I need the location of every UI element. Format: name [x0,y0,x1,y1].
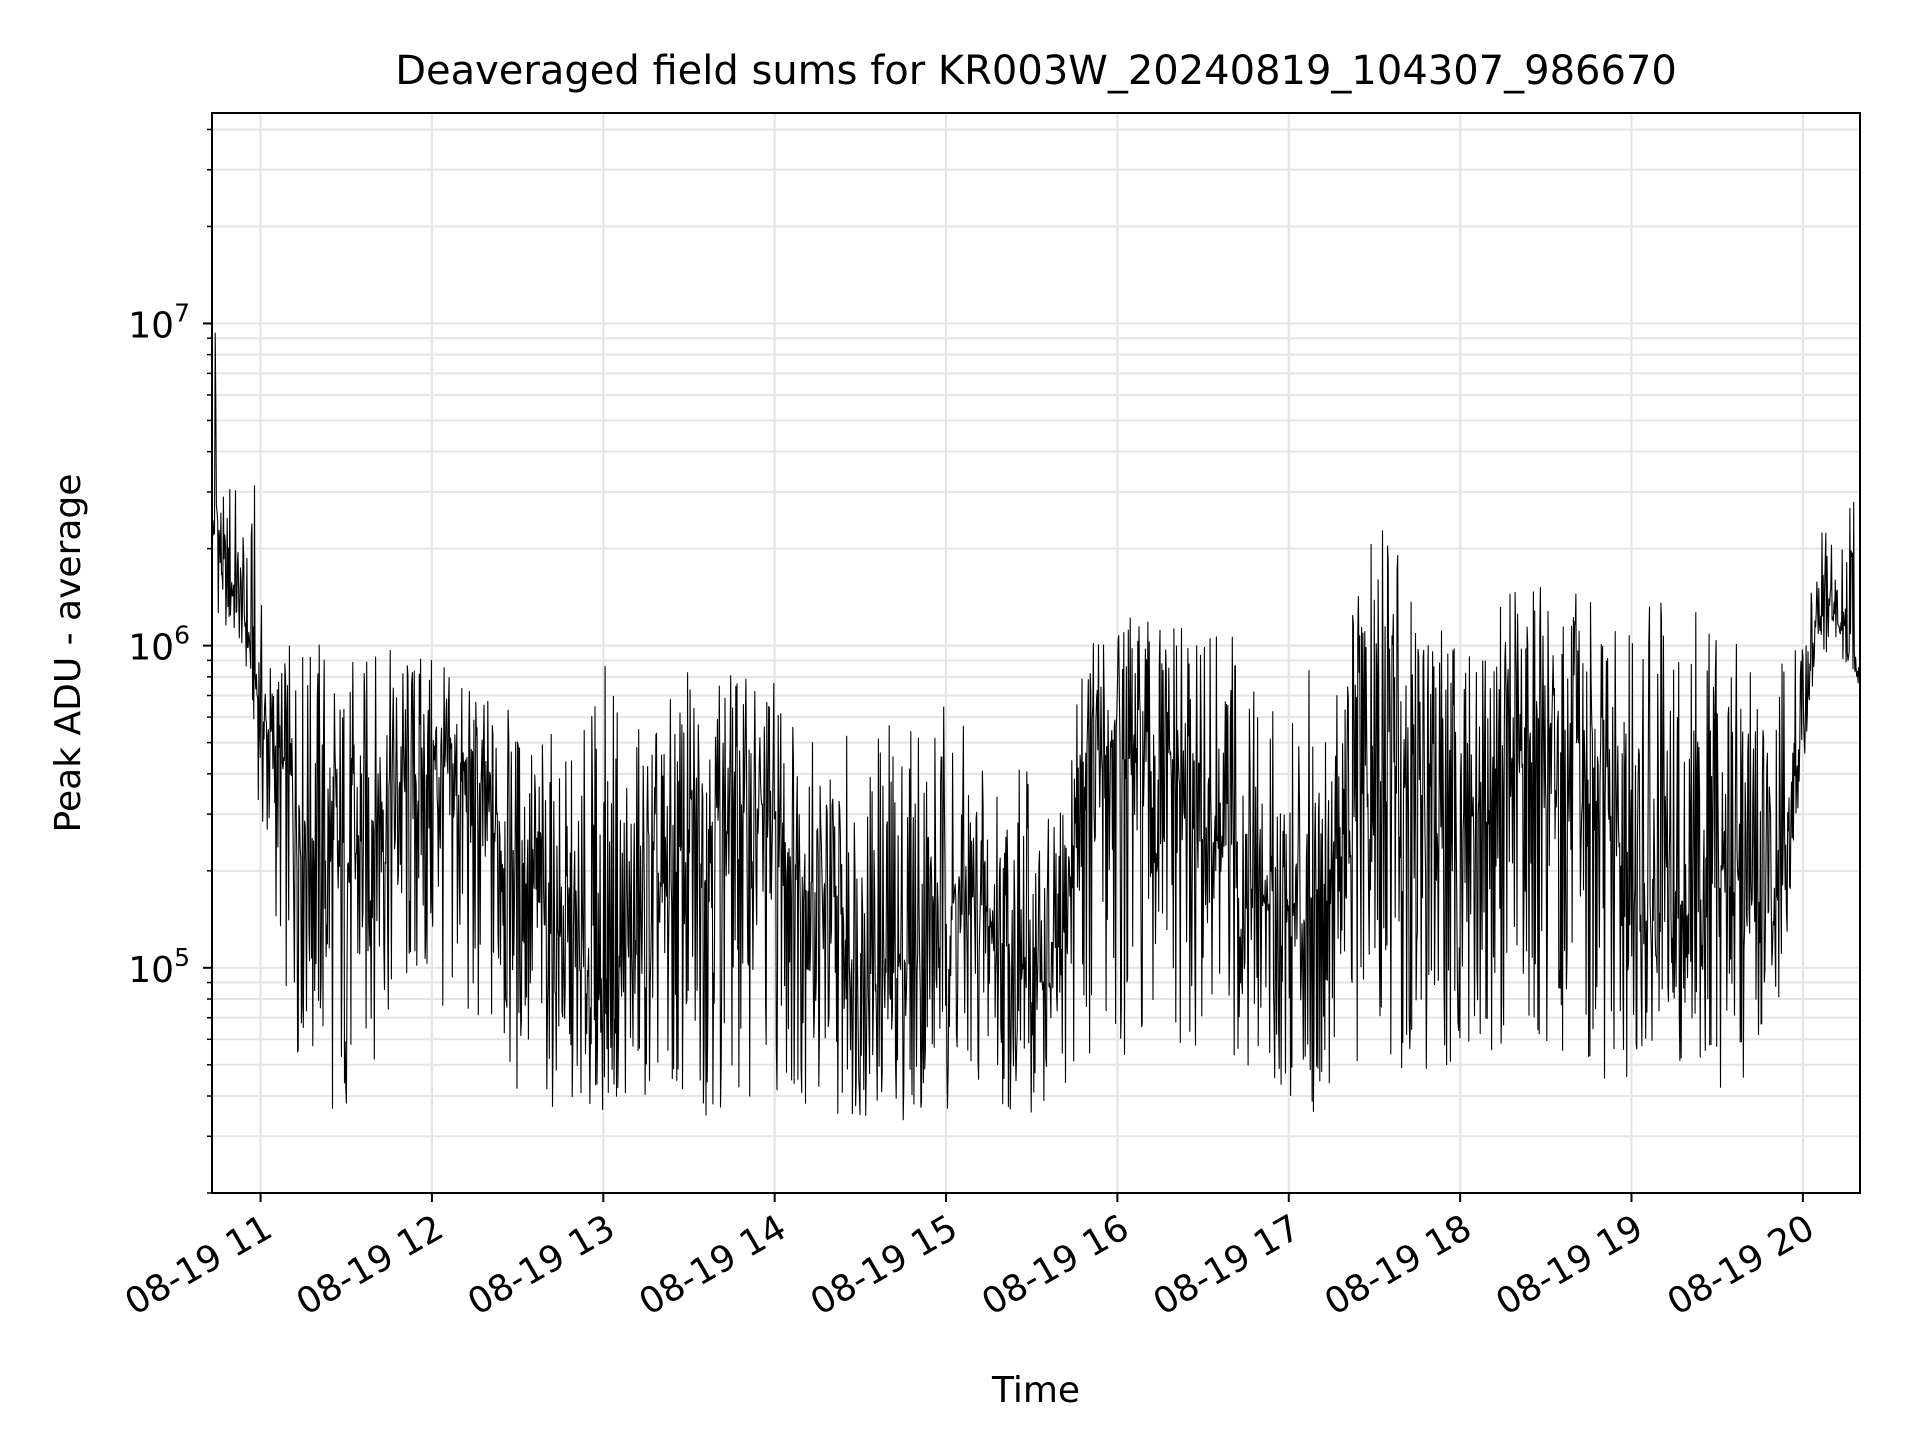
plot-area-frame [211,112,1861,1194]
series-layer [211,332,1861,1121]
y-axis-label: Peak ADU - average [48,474,89,833]
y-tick-label: 107 [128,298,190,346]
x-axis-label: Time [991,1370,1080,1411]
chart-title: Deaveraged field sums for KR003W_2024081… [395,48,1677,94]
y-tick-label: 106 [128,621,190,669]
series-line [211,332,1861,1121]
y-tick-label: 105 [128,943,190,991]
